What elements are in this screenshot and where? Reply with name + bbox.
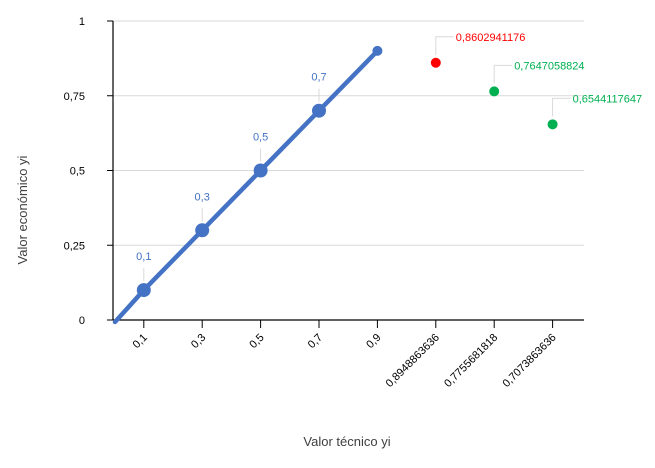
- data-label: 0,7647058824: [514, 60, 584, 72]
- x-tick-label: 0,5: [247, 332, 266, 351]
- data-labels: 0,1 0,3 0,5 0,7 0,8602941176 0,7647058824 0,65…: [136, 32, 643, 282]
- data-point: [489, 86, 500, 97]
- x-axis-title: Valor técnico yi: [303, 434, 390, 449]
- series-line: [112, 48, 380, 325]
- data-point: [195, 223, 210, 238]
- x-tick-label: 0,7755681818: [442, 332, 500, 390]
- data-label: 0,3: [195, 191, 210, 203]
- x-tick-label: 0,1: [131, 332, 150, 351]
- leader-line: [552, 97, 571, 117]
- data-label: 0,7: [311, 72, 326, 84]
- x-tick-label: 0,7: [306, 332, 325, 351]
- y-tick-label: 0: [79, 315, 85, 327]
- data-label: 0,8602941176: [456, 32, 526, 44]
- y-tick-label: 0,25: [64, 240, 85, 252]
- data-label: 0,1: [136, 251, 151, 263]
- data-point: [136, 283, 151, 298]
- x-tick-label: 0,3: [189, 332, 208, 351]
- y-tick-label: 0,75: [64, 91, 85, 103]
- data-label: 0,5: [253, 132, 268, 144]
- data-point: [312, 103, 326, 118]
- y-axis-title: Valor económico yi: [15, 155, 30, 264]
- data-point: [372, 45, 383, 56]
- data-point: [253, 163, 268, 178]
- data-point: [547, 119, 558, 130]
- x-tick-label: 0,7073863636: [500, 332, 558, 390]
- x-tick-label: 0,8948863636: [384, 332, 442, 390]
- data-point: [430, 57, 441, 68]
- data-label: 0,6544117647: [573, 93, 643, 105]
- x-tick-label: 0,9: [364, 332, 383, 351]
- leader-line: [493, 64, 513, 84]
- leader-line: [435, 36, 454, 55]
- gridlines: [113, 20, 584, 246]
- y-tick-label: 0,5: [70, 166, 85, 178]
- y-tick-label: 1: [79, 16, 85, 28]
- data-marks: [112, 45, 558, 325]
